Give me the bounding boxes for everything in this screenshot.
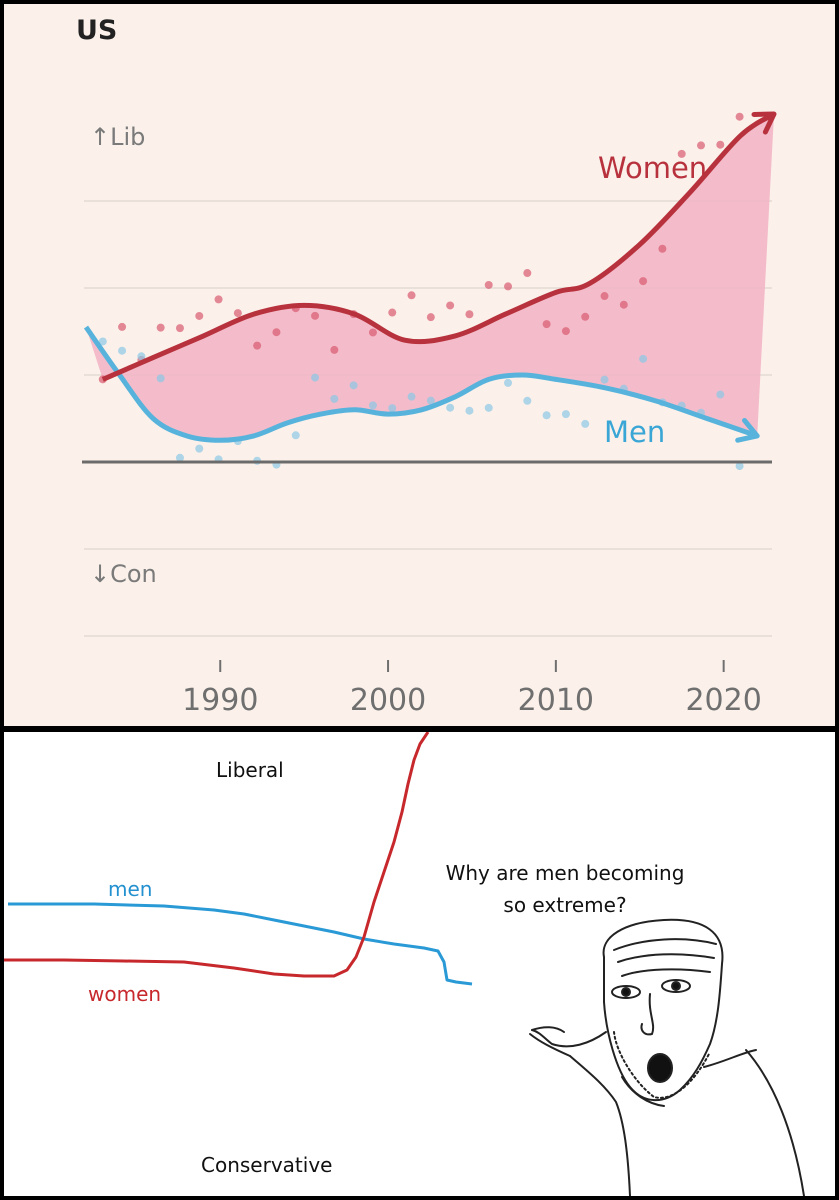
women-series-label: Women [598,151,707,185]
scatter-point [98,337,107,346]
scatter-point [175,453,184,462]
scatter-point [523,269,532,278]
label-conservative: Conservative [201,1153,332,1177]
scatter-point [658,244,667,253]
scatter-point [407,392,416,401]
gap-area-fill [86,114,774,441]
scatter-point [619,300,628,309]
men-arrowhead-icon [735,417,760,443]
axis-label-liberal: ↑Lib [90,123,145,151]
scatter-point [407,291,416,300]
scatter-point [311,373,320,382]
scatter-point [716,390,725,399]
axis-label-conservative: ↓Con [90,560,157,588]
scatter-point [677,149,686,158]
scatter-point [465,310,474,319]
top-chart-panel: US ↑Lib ↓Con Women Men 1990 2000 2010 20… [4,4,835,726]
scatter-point [484,403,493,412]
scatter-point [504,282,513,291]
scatter-point [175,324,184,333]
scatter-point [581,312,590,321]
scatter-point [330,394,339,403]
scatter-point [446,301,455,310]
scatter-point [118,346,127,355]
scatter-point [272,328,281,337]
men-series-label: Men [604,415,665,449]
pointing-wojak-icon [529,918,805,1196]
speech-line-1: Why are men becoming [446,861,685,885]
label-men: men [108,877,152,901]
comic-women-line [4,732,430,978]
speech-line-2: so extreme? [503,893,626,917]
line-chart: US ↑Lib ↓Con Women Men 1990 2000 2010 20… [76,15,777,718]
scatter-point [195,444,204,453]
scatter-point [118,322,127,331]
scatter-point [388,404,397,413]
scatter-point [214,295,223,304]
scatter-point [291,431,300,440]
x-tick-marks [219,660,725,672]
scatter-point [368,328,377,337]
label-women: women [88,982,161,1006]
scatter-point [156,323,165,332]
scatter-point [368,401,377,410]
scatter-point [233,309,242,318]
comic-men-line [8,902,473,986]
men-series-line [83,325,759,443]
scatter-point [137,352,146,361]
x-tick-label-2020: 2020 [685,683,761,718]
scatter-point [581,419,590,428]
label-liberal: Liberal [216,758,284,782]
scatter-point [639,277,648,286]
scatter-point [330,345,339,354]
scatter-point [426,313,435,322]
women-arrowhead-icon [751,111,777,135]
scatter-point [311,311,320,320]
x-tick-label-1990: 1990 [182,683,258,718]
scatter-point [195,311,204,320]
scatter-point [697,141,706,150]
scatter-point [465,406,474,415]
scatter-point [253,341,262,350]
chart-title: US [76,15,117,46]
x-tick-label-2010: 2010 [518,683,594,718]
scatter-point [156,374,165,383]
x-tick-label-2000: 2000 [350,683,426,718]
comic-panel: Liberal Conservative men women Why are m… [4,732,835,1196]
scatter-point [484,280,493,289]
comic-drawing: Liberal Conservative men women Why are m… [4,732,805,1196]
scatter-point [561,327,570,336]
women-series-line [101,111,776,382]
scatter-point [561,410,570,419]
scatter-point [716,140,725,149]
scatter-point [542,411,551,420]
scatter-point [388,308,397,317]
scatter-point [542,320,551,329]
scatter-point [426,396,435,405]
scatter-point [639,354,648,363]
scatter-point [735,112,744,121]
scatter-point [504,378,513,387]
scatter-point [349,381,358,390]
scatter-point [600,292,609,301]
scatter-point [735,462,744,471]
scatter-point [446,403,455,412]
scatter-point [600,375,609,384]
scatter-point [523,396,532,405]
